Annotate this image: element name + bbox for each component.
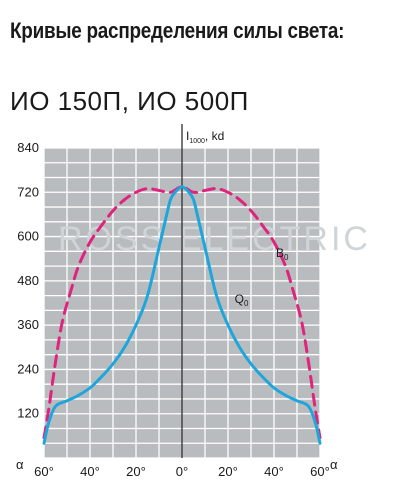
y-tick-label: 720 bbox=[17, 184, 39, 199]
watermark-text: ROSS ELECTRIC bbox=[58, 220, 371, 258]
y-tick-label: 360 bbox=[17, 317, 39, 332]
y-tick-labels: 120 240 360 480 600 720 840 bbox=[17, 140, 39, 421]
series-group bbox=[42, 185, 322, 445]
x-tick-labels: 60° 40° 20° 0° 20° 40° 60° bbox=[34, 464, 330, 479]
series-labels: B0 Q0 bbox=[235, 246, 289, 308]
y-tick-label: 600 bbox=[17, 229, 39, 244]
x-tick-label: 20° bbox=[126, 464, 146, 479]
series-line-B0 bbox=[42, 185, 322, 440]
y-tick-label: 840 bbox=[17, 140, 39, 155]
x-axis-symbol-right: α bbox=[330, 457, 338, 472]
x-tick-label: 60° bbox=[310, 464, 330, 479]
chart-subheading: ИО 150П, ИО 500П bbox=[10, 86, 249, 116]
y-tick-label: 120 bbox=[17, 406, 39, 421]
x-tick-label: 20° bbox=[218, 464, 238, 479]
x-axis-symbol-left: α bbox=[16, 457, 24, 472]
x-tick-label: 0° bbox=[176, 464, 188, 479]
x-tick-label: 60° bbox=[34, 464, 54, 479]
y-axis-label-main: I bbox=[186, 129, 189, 143]
series-label-B0: B0 bbox=[276, 246, 289, 262]
y-tick-label: 240 bbox=[17, 361, 39, 376]
series-label-Q0: Q0 bbox=[235, 292, 249, 308]
x-tick-label: 40° bbox=[264, 464, 284, 479]
x-tick-label: 40° bbox=[80, 464, 100, 479]
y-tick-label: 480 bbox=[17, 273, 39, 288]
y-axis-label: I1000, kd bbox=[186, 129, 224, 145]
y-axis-label-unit: , kd bbox=[205, 129, 224, 143]
series-line-Q0 bbox=[42, 185, 322, 445]
chart-heading: Кривые распределения силы света: bbox=[10, 18, 345, 43]
y-axis-label-sub: 1000 bbox=[189, 138, 205, 145]
